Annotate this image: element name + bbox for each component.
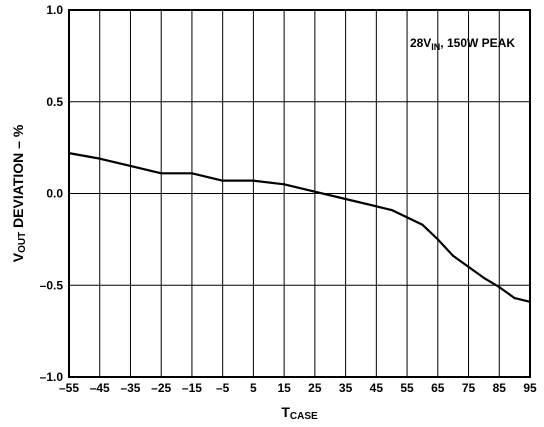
data-point [283,183,286,186]
data-point [513,296,516,300]
data-point [390,208,393,212]
grid [68,9,531,378]
y-axis-title: VOUT DEVIATION – % [10,124,28,262]
data-point [498,285,501,289]
x-tick-label: 25 [308,381,322,395]
y-axis-title-subscript: OUT [17,232,28,253]
x-tick-label: 35 [339,381,353,395]
data-point [405,216,409,219]
annotation-rest: , 150W PEAK [440,36,515,50]
x-tick-label: –25 [151,381,171,395]
data-point [528,300,532,303]
data-point [375,205,378,208]
data-point [344,197,347,201]
data-point [114,161,117,164]
annotation: 28VIN, 150W PEAK [410,36,515,52]
data-point [252,179,255,182]
data-point [467,265,470,268]
data-point [313,190,316,193]
y-axis-title-rest: DEVIATION – % [10,124,26,232]
x-axis-title-main: T [281,404,290,420]
x-tick-label: –55 [59,381,79,395]
data-point [221,179,224,182]
y-tick-label: 0.0 [46,187,63,201]
x-tick-label: –35 [120,381,140,395]
plot-frame [68,9,531,378]
x-axis-title: TCASE [281,404,318,422]
y-tick-label: –1.0 [40,370,64,384]
x-tick-label: 45 [370,381,384,395]
x-tick-label: 85 [493,381,507,395]
data-point [482,276,485,280]
data-point [160,172,163,175]
x-tick-label: –5 [216,381,230,395]
annotation-main: 28V [410,36,431,50]
y-tick-label: 0.5 [46,95,63,109]
y-axis-title-main: V [10,252,26,262]
x-tick-label: 75 [462,381,476,395]
annotation-subscript: IN [431,42,440,52]
data-point [129,164,132,168]
data-points [67,152,532,303]
y-tick-label: –0.5 [40,278,64,292]
x-tick-label: 55 [400,381,414,395]
y-tick-label: 1.0 [46,3,63,17]
x-tick-label: 95 [523,381,537,395]
data-point [436,238,439,241]
y-tick-labels: 1.0 0.5 0.0 –0.5 –1.0 [40,3,64,384]
series-line [68,152,531,303]
x-axis-title-subscript: CASE [290,411,318,422]
data-point [98,157,101,160]
x-tick-label: –15 [182,381,202,395]
x-tick-labels: –55 –45 –35 –25 –15 –5 5 15 25 35 45 55 65 75 85 95 [59,381,537,395]
x-tick-label: 15 [277,381,291,395]
data-point [421,223,424,226]
data-point [190,172,194,175]
x-tick-label: –45 [90,381,110,395]
data-point [67,152,71,155]
x-tick-label: 5 [250,381,257,395]
data-point [452,254,455,257]
x-tick-label: 65 [431,381,445,395]
